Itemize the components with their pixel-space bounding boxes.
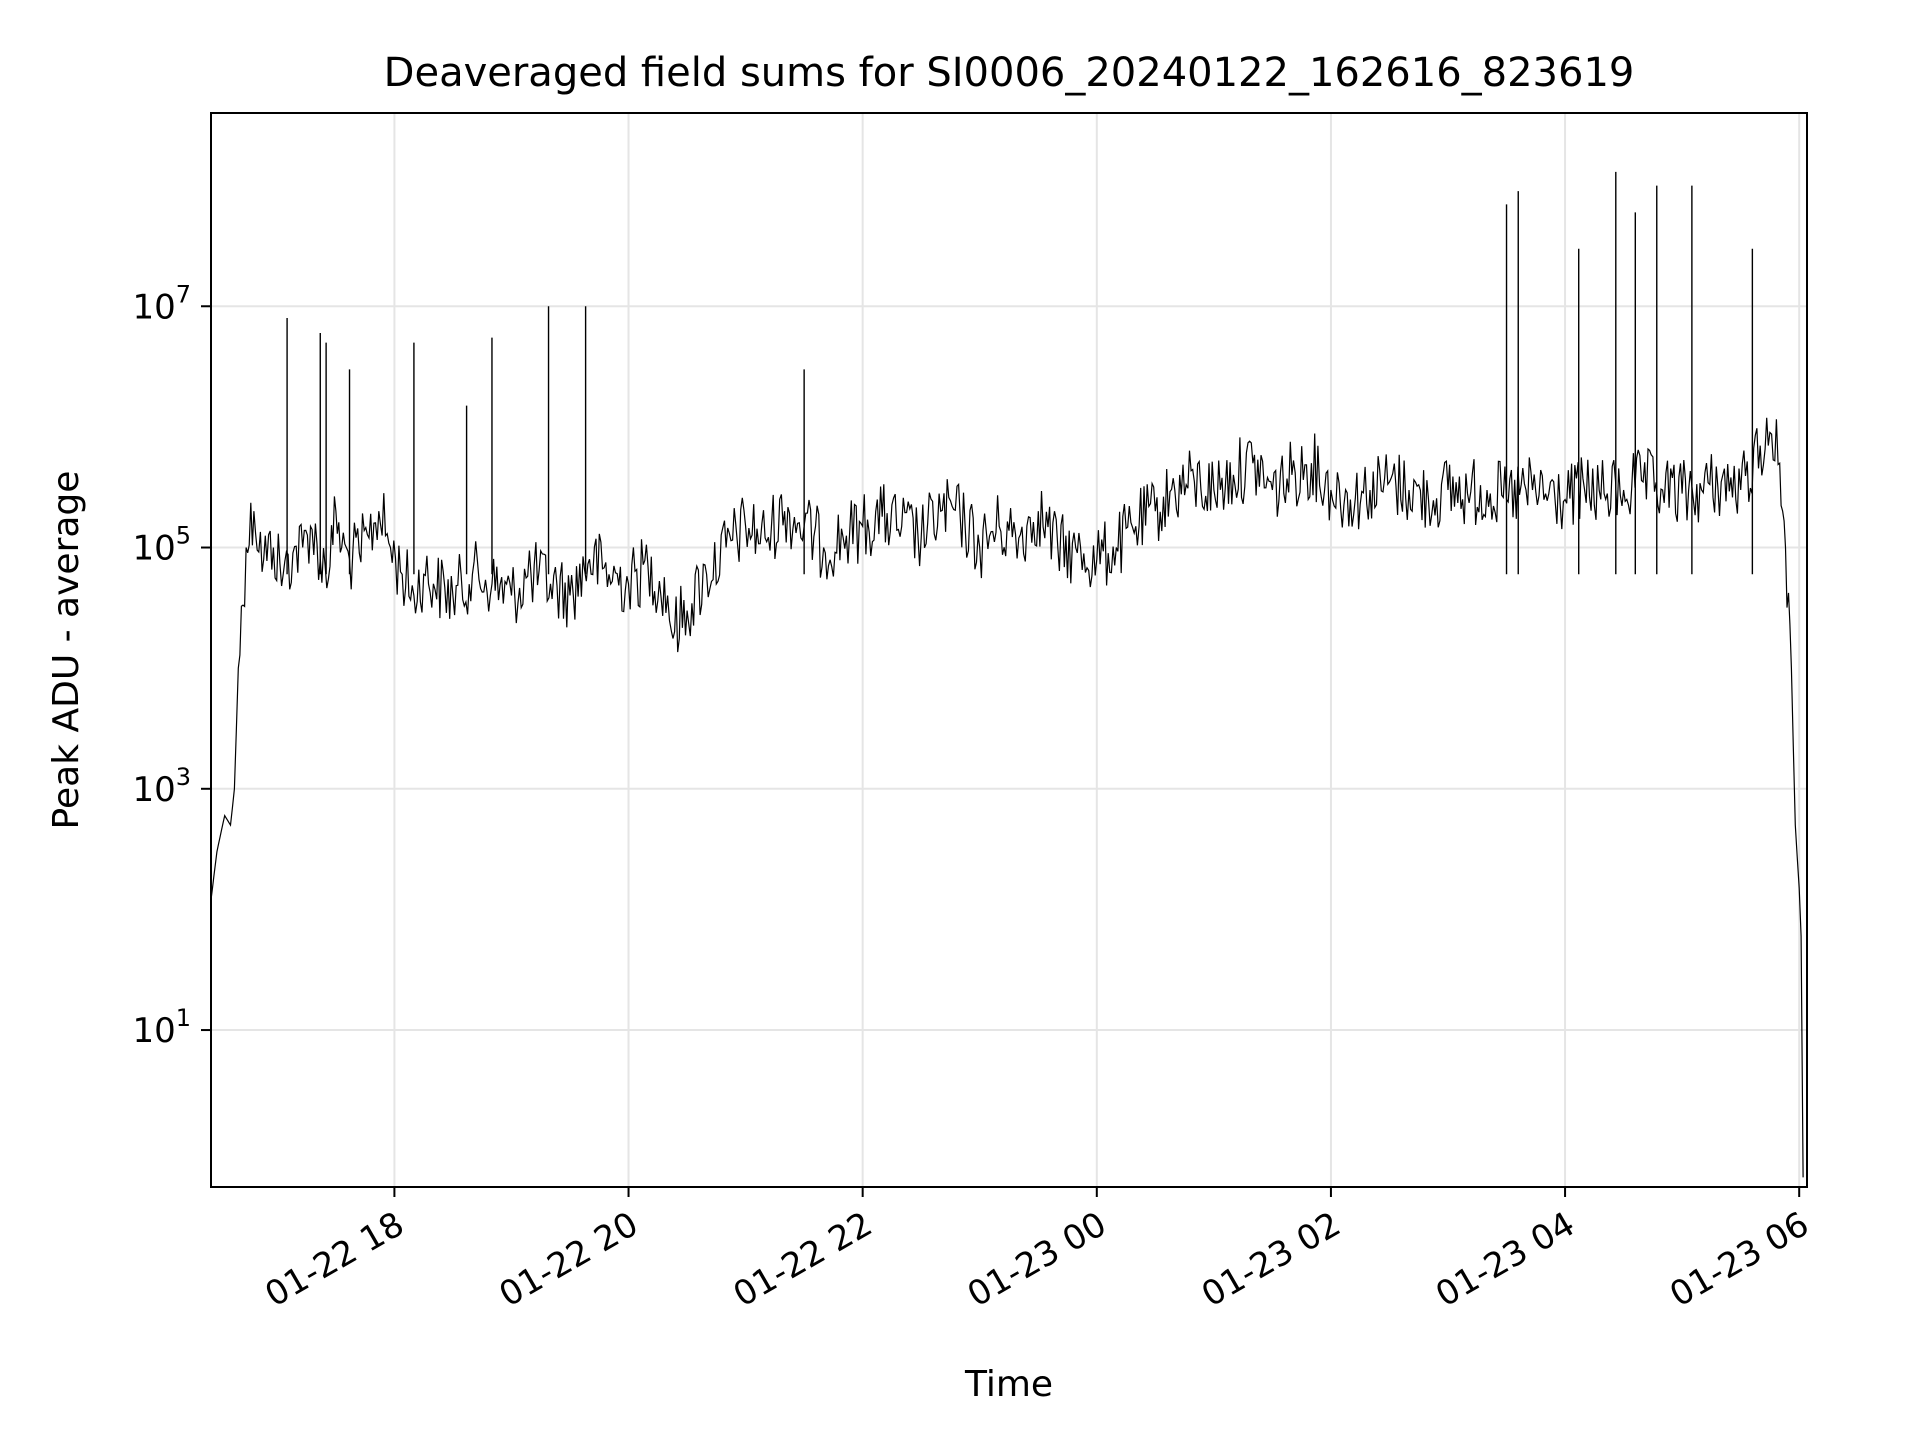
series-line: [210, 417, 1804, 1178]
x-tick-label: 01-22 20: [493, 1204, 645, 1315]
y-tick-label: 101: [132, 1004, 191, 1051]
y-tick-label: 103: [132, 763, 191, 810]
y-axis: 101 103 105 107: [132, 280, 211, 1051]
y-axis-label: Peak ADU - average: [46, 471, 87, 830]
chart-title: Deaveraged field sums for SI0006_2024012…: [384, 50, 1635, 96]
plot-line: [210, 171, 1804, 1178]
x-tick-label: 01-23 04: [1429, 1204, 1581, 1315]
x-tick-label: 01-22 18: [259, 1204, 411, 1315]
grid: [211, 113, 1807, 1187]
x-axis: 01-22 18 01-22 20 01-22 22 01-23 00 01-23 02…: [259, 1187, 1816, 1315]
x-tick-label: 01-22 22: [727, 1204, 879, 1315]
x-tick-label: 01-23 00: [961, 1204, 1113, 1315]
plot-frame: [210, 112, 1808, 1188]
x-axis-label: Time: [964, 1364, 1053, 1405]
y-tick-label: 105: [132, 522, 191, 569]
x-tick-label: 01-23 02: [1195, 1204, 1347, 1315]
x-tick-label: 01-23 06: [1663, 1204, 1815, 1315]
y-tick-label: 107: [132, 280, 191, 327]
